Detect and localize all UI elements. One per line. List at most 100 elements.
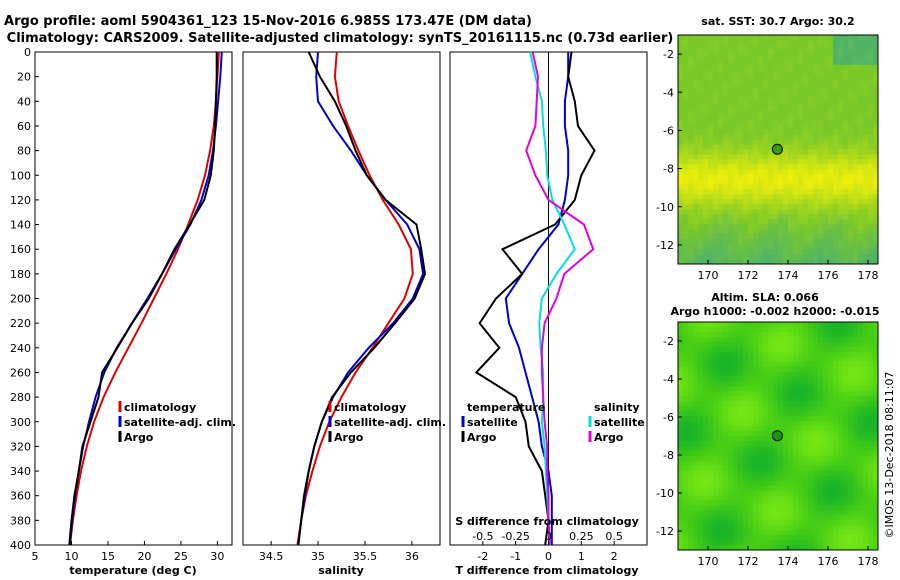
map-cell — [723, 69, 729, 76]
map-cell — [738, 244, 744, 250]
map-cell — [833, 416, 839, 422]
map-cell — [718, 351, 724, 358]
map-cell — [853, 406, 859, 412]
map-cell — [863, 440, 869, 447]
map-cell — [773, 119, 779, 126]
map-cell — [753, 391, 759, 397]
map-cell — [783, 209, 789, 215]
temperature-series-group — [68, 51, 223, 546]
map-cell — [763, 455, 769, 462]
map-cell — [753, 396, 759, 402]
map-cell — [723, 540, 729, 546]
map-cell — [718, 214, 724, 220]
map-cell — [698, 485, 704, 491]
map-cell — [678, 174, 684, 180]
map-cell — [823, 84, 829, 91]
map-cell — [783, 149, 789, 155]
map-cell — [713, 406, 719, 412]
map-cell — [793, 49, 799, 56]
map-cell — [733, 515, 739, 521]
map-cell — [858, 545, 864, 551]
map-cell — [718, 391, 724, 397]
map-cell — [698, 416, 704, 422]
map-cell — [773, 535, 779, 541]
map-cell — [763, 505, 769, 511]
s-tick-label: 0.5 — [605, 530, 623, 543]
map-cell — [718, 450, 724, 457]
map-cell — [698, 149, 704, 155]
map-cell — [858, 426, 864, 432]
map-cell — [708, 341, 714, 348]
map-cell — [693, 129, 699, 135]
map-cell — [823, 371, 829, 377]
map-cell — [788, 154, 794, 160]
map-cell — [778, 510, 784, 516]
map-cell — [718, 139, 724, 145]
map-cell — [868, 254, 874, 260]
map-cell — [728, 169, 734, 175]
map-cell — [713, 381, 719, 387]
map-cell — [758, 35, 764, 41]
map-cell — [678, 49, 684, 56]
map-cell — [688, 331, 694, 338]
map-cell — [863, 460, 869, 467]
map-cell — [728, 184, 734, 190]
map-cell — [798, 401, 804, 407]
map-cell — [688, 540, 694, 546]
map-cell — [798, 475, 804, 482]
map-cell — [708, 59, 714, 66]
map-cell — [848, 54, 854, 61]
map-cell — [748, 159, 754, 165]
map-cell — [748, 381, 754, 387]
map-cell — [808, 229, 814, 235]
map-cell — [828, 89, 834, 96]
map-cell — [838, 322, 844, 328]
map-cell — [853, 450, 859, 457]
map-cell — [733, 351, 739, 358]
map-cell — [733, 366, 739, 372]
map-cell — [803, 99, 809, 106]
map-cell — [728, 54, 734, 61]
map-cell — [788, 234, 794, 240]
legend-label-s-satellite: satellite — [594, 416, 645, 429]
map-cell — [868, 411, 874, 417]
map-cell — [693, 169, 699, 175]
map-cell — [773, 341, 779, 348]
map-cell — [868, 436, 874, 442]
map-cell — [848, 346, 854, 353]
map-cell — [848, 69, 854, 76]
map-cell — [733, 109, 739, 116]
map-cell — [708, 475, 714, 482]
map-cell — [853, 346, 859, 353]
map-cell — [868, 545, 874, 551]
map-cell — [693, 416, 699, 422]
map-cell — [718, 189, 724, 195]
map-cell — [773, 184, 779, 190]
map-cell — [683, 440, 689, 447]
map-cell — [693, 79, 699, 86]
map-cell — [868, 214, 874, 220]
map-cell — [703, 159, 709, 165]
map-cell — [873, 134, 879, 140]
map-cell — [678, 94, 684, 101]
map-cell — [713, 470, 719, 477]
map-cell — [708, 386, 714, 392]
map-cell — [868, 139, 874, 145]
map-cell — [738, 94, 744, 101]
map-cell — [873, 465, 879, 472]
map-cell — [693, 530, 699, 536]
map-cell — [688, 336, 694, 343]
map-cell — [843, 396, 849, 402]
map-cell — [718, 79, 724, 86]
map-cell — [693, 194, 699, 200]
map-cell — [678, 254, 684, 260]
map-cell — [788, 331, 794, 338]
map-cell — [683, 391, 689, 397]
map-cell — [813, 485, 819, 491]
map-cell — [763, 450, 769, 457]
map-cell — [813, 401, 819, 407]
map-cell — [853, 525, 859, 531]
map-cell — [743, 361, 749, 368]
map-cell — [848, 322, 854, 328]
depth-tick-label: 360 — [10, 490, 31, 503]
